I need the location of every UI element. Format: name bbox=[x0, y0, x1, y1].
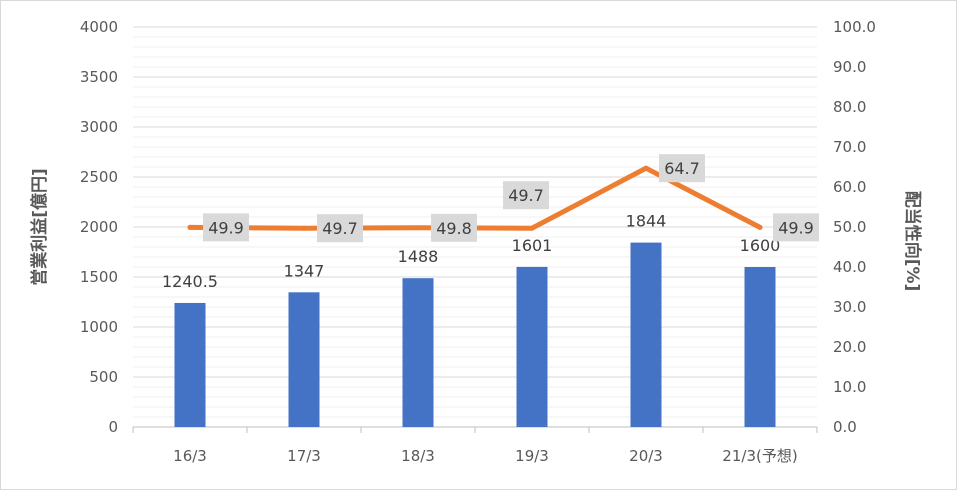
line-label-box bbox=[659, 154, 705, 183]
y2-axis-title: 配当性向[%] bbox=[902, 191, 923, 292]
y2-tick-label: 20.0 bbox=[833, 338, 866, 356]
y-tick-label: 500 bbox=[89, 368, 118, 386]
line-point bbox=[301, 225, 307, 231]
line-point bbox=[757, 224, 763, 230]
y2-tick-label: 60.0 bbox=[833, 178, 866, 196]
line-value-label: 49.7 bbox=[322, 219, 358, 238]
bar-value-label: 1347 bbox=[284, 261, 325, 280]
line-value-label: 49.8 bbox=[436, 219, 472, 238]
y2-tick-label: 30.0 bbox=[833, 298, 866, 316]
line-point bbox=[187, 224, 193, 230]
x-tick-label: 17/3 bbox=[287, 447, 321, 465]
y2-tick-label: 100.0 bbox=[833, 18, 876, 36]
bar bbox=[174, 302, 206, 427]
bar-value-label: 1601 bbox=[512, 236, 553, 255]
line-value-label: 64.7 bbox=[664, 159, 700, 178]
y-tick-label: 3500 bbox=[80, 68, 118, 86]
y2-tick-label: 70.0 bbox=[833, 138, 866, 156]
y2-tick-label: 40.0 bbox=[833, 258, 866, 276]
bar bbox=[288, 292, 320, 427]
y2-tick-label: 10.0 bbox=[833, 378, 866, 396]
line-label-box bbox=[503, 181, 549, 210]
y2-tick-label: 50.0 bbox=[833, 218, 866, 236]
bar-series bbox=[174, 242, 776, 427]
bar bbox=[744, 267, 776, 427]
line-label-box bbox=[773, 213, 819, 242]
line-label-box bbox=[317, 214, 363, 243]
y-tick-label: 1500 bbox=[80, 268, 118, 286]
y-axis-title: 営業利益[億円] bbox=[29, 168, 50, 286]
bar-value-label: 1844 bbox=[626, 212, 667, 231]
line-value-label: 49.9 bbox=[208, 218, 244, 237]
y-tick-label: 0 bbox=[108, 418, 118, 436]
y-tick-label: 2000 bbox=[80, 218, 118, 236]
line-label-box bbox=[203, 213, 249, 242]
y2-tick-label: 0.0 bbox=[833, 418, 857, 436]
x-tick-label: 18/3 bbox=[401, 447, 435, 465]
bar-value-label: 1488 bbox=[398, 247, 439, 266]
line-value-label: 49.7 bbox=[508, 186, 544, 205]
line-point bbox=[529, 225, 535, 231]
bar bbox=[630, 242, 662, 427]
line-point bbox=[415, 225, 421, 231]
y-tick-label: 3000 bbox=[80, 118, 118, 136]
line-label-box bbox=[431, 213, 477, 242]
y-tick-label: 4000 bbox=[80, 18, 118, 36]
x-tick-label: 20/3 bbox=[629, 447, 663, 465]
y-tick-label: 1000 bbox=[80, 318, 118, 336]
bar bbox=[402, 278, 434, 427]
y2-tick-label: 80.0 bbox=[833, 98, 866, 116]
bar-value-label: 1600 bbox=[740, 236, 781, 255]
x-tick-label: 21/3(予想) bbox=[722, 447, 797, 465]
y2-tick-label: 90.0 bbox=[833, 58, 866, 76]
bar bbox=[516, 266, 548, 427]
y-tick-label: 2500 bbox=[80, 168, 118, 186]
line-point bbox=[643, 165, 649, 171]
x-tick-label: 19/3 bbox=[515, 447, 549, 465]
line-value-label: 49.9 bbox=[778, 218, 814, 237]
bar-value-label: 1240.5 bbox=[162, 272, 218, 291]
axes: 0 500 1000 1500 2000 2500 3000 3500 4000 0.0 10.0 2… bbox=[80, 18, 876, 465]
x-tick-label: 16/3 bbox=[173, 447, 207, 465]
